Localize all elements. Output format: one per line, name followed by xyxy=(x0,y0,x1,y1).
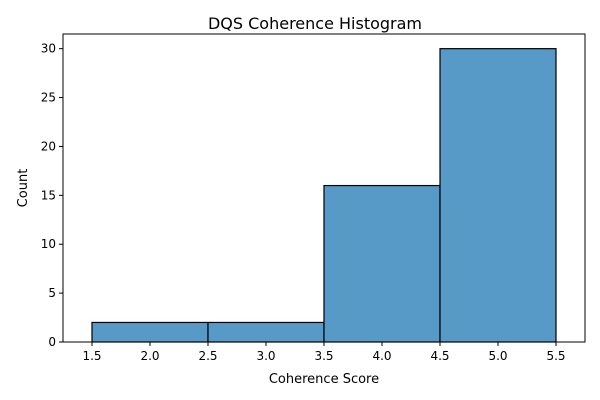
histogram-bar xyxy=(439,48,557,343)
x-tick-label: 3.0 xyxy=(256,349,275,363)
histogram-bar xyxy=(323,184,441,343)
y-tick-label: 0 xyxy=(48,335,56,349)
plot-area-frame xyxy=(62,33,586,343)
histogram-bar xyxy=(207,321,325,343)
x-axis-ticks: 1.5 2.0 2.5 3.0 3.5 4.0 4.5 5.0 5.5 xyxy=(82,342,566,363)
y-tick-label: 30 xyxy=(41,42,56,56)
x-tick-label: 2.5 xyxy=(198,349,217,363)
y-tick-label: 20 xyxy=(41,139,56,153)
y-axis-label: Count xyxy=(16,169,31,208)
y-tick-label: 5 xyxy=(48,286,56,300)
y-axis-ticks: 0 5 10 15 20 25 30 xyxy=(41,42,63,349)
x-tick-label: 4.0 xyxy=(372,349,391,363)
chart-title: DQS Coherence Histogram xyxy=(208,14,422,33)
x-tick-label: 3.5 xyxy=(314,349,333,363)
y-tick-label: 10 xyxy=(41,237,56,251)
x-axis-label: Coherence Score xyxy=(269,372,379,387)
x-tick-label: 2.0 xyxy=(140,349,159,363)
x-tick-label: 1.5 xyxy=(82,349,101,363)
y-tick-label: 15 xyxy=(41,188,56,202)
histogram-bar xyxy=(91,321,209,343)
x-tick-label: 5.0 xyxy=(488,349,507,363)
y-tick-label: 25 xyxy=(41,91,56,105)
x-tick-label: 5.5 xyxy=(546,349,565,363)
bars-group xyxy=(91,48,557,343)
x-tick-label: 4.5 xyxy=(430,349,449,363)
